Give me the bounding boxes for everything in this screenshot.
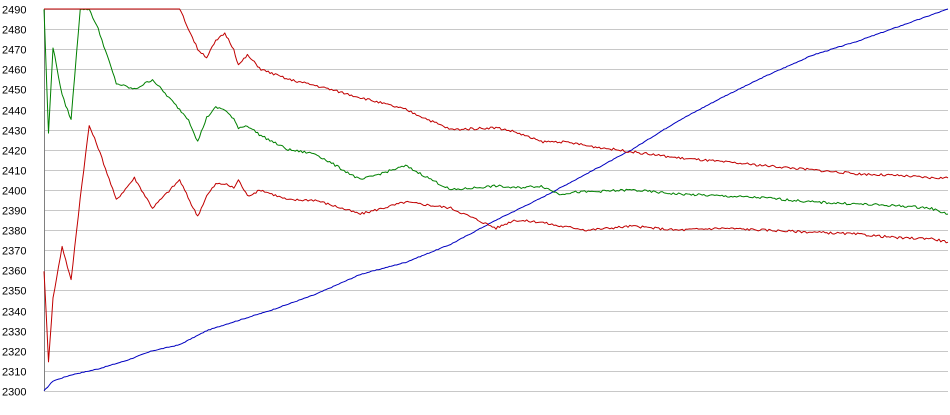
y-tick-label: 2420: [2, 146, 26, 158]
series-line-1: [43, 8, 949, 392]
grid-lines: [44, 9, 948, 392]
series-line-4: [44, 8, 949, 180]
y-tick-label: 2330: [2, 327, 26, 339]
y-tick-label: 2490: [2, 5, 26, 17]
y-tick-label: 2350: [2, 286, 26, 298]
y-tick-label: 2340: [2, 307, 26, 319]
y-tick-label: 2320: [2, 347, 26, 359]
y-tick-label: 2310: [2, 367, 26, 379]
y-tick-label: 2300: [2, 387, 26, 399]
y-tick-label: 2430: [2, 126, 26, 138]
y-tick-label: 2360: [2, 266, 26, 278]
y-tick-label: 2370: [2, 246, 26, 258]
series-line-2: [43, 125, 949, 363]
y-tick-label: 2390: [2, 206, 26, 218]
series-layer: [43, 8, 949, 392]
y-tick-label: 2400: [2, 186, 26, 198]
series-line-3: [43, 8, 949, 215]
y-axis: 2300 2310 2320 2330 2340 2350 2360 2370 2380 2390…: [2, 5, 45, 399]
y-tick-label: 2460: [2, 65, 26, 77]
y-tick-label: 2380: [2, 226, 26, 238]
y-tick-label: 2410: [2, 166, 26, 178]
y-tick-label: 2470: [2, 45, 26, 57]
y-tick-label: 2480: [2, 25, 26, 37]
y-tick-label: 2440: [2, 106, 26, 118]
y-tick-label: 2450: [2, 85, 26, 97]
